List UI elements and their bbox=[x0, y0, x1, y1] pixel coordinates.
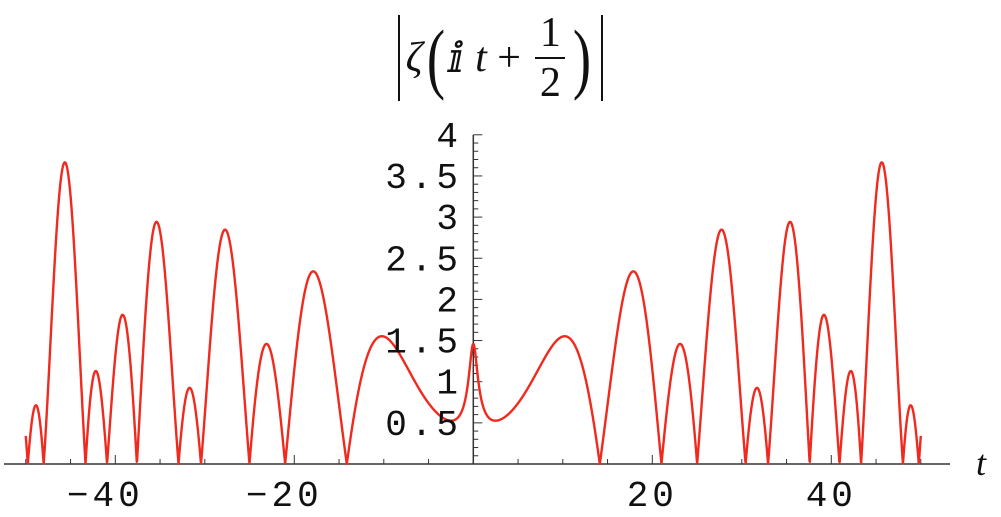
title-func: ζ bbox=[405, 34, 423, 81]
title-abs-close bbox=[601, 14, 604, 101]
tick-labels: −40 −20 20 40 0.511.522.533.54 bbox=[67, 117, 857, 517]
y-tick-label: 4 bbox=[436, 117, 462, 158]
y-tick-label: 2 bbox=[436, 281, 462, 322]
title-denominator: 2 bbox=[539, 59, 561, 106]
axes bbox=[4, 134, 950, 465]
title-plus: + bbox=[497, 34, 521, 81]
y-tick-label: 1.5 bbox=[385, 323, 462, 364]
x-tick-label: 20 bbox=[627, 476, 678, 517]
title-abs-open bbox=[397, 14, 400, 101]
title-fraction: 1 2 bbox=[535, 9, 566, 106]
y-tick-label: 2.5 bbox=[385, 240, 462, 281]
x-axis-label: t bbox=[976, 443, 987, 483]
title-open-paren: ( bbox=[426, 13, 445, 101]
title-numerator: 1 bbox=[539, 9, 561, 56]
x-tick-label: 40 bbox=[806, 476, 857, 517]
chart-title: ζ ( ⅈ t + 1 2 ) bbox=[0, 0, 1001, 115]
y-tick-label: 1 bbox=[436, 364, 462, 405]
fraction-line bbox=[535, 56, 566, 59]
title-var: t bbox=[475, 34, 487, 81]
x-tick-label: −20 bbox=[246, 476, 323, 517]
series-line bbox=[24, 161, 922, 466]
y-tick-label: 0.5 bbox=[385, 405, 462, 446]
y-tick-label: 3 bbox=[436, 199, 462, 240]
x-tick-label: −40 bbox=[67, 476, 144, 517]
y-tick-label: 3.5 bbox=[385, 158, 462, 199]
title-imag-unit: ⅈ bbox=[448, 35, 465, 82]
title-close-paren: ) bbox=[573, 13, 592, 101]
